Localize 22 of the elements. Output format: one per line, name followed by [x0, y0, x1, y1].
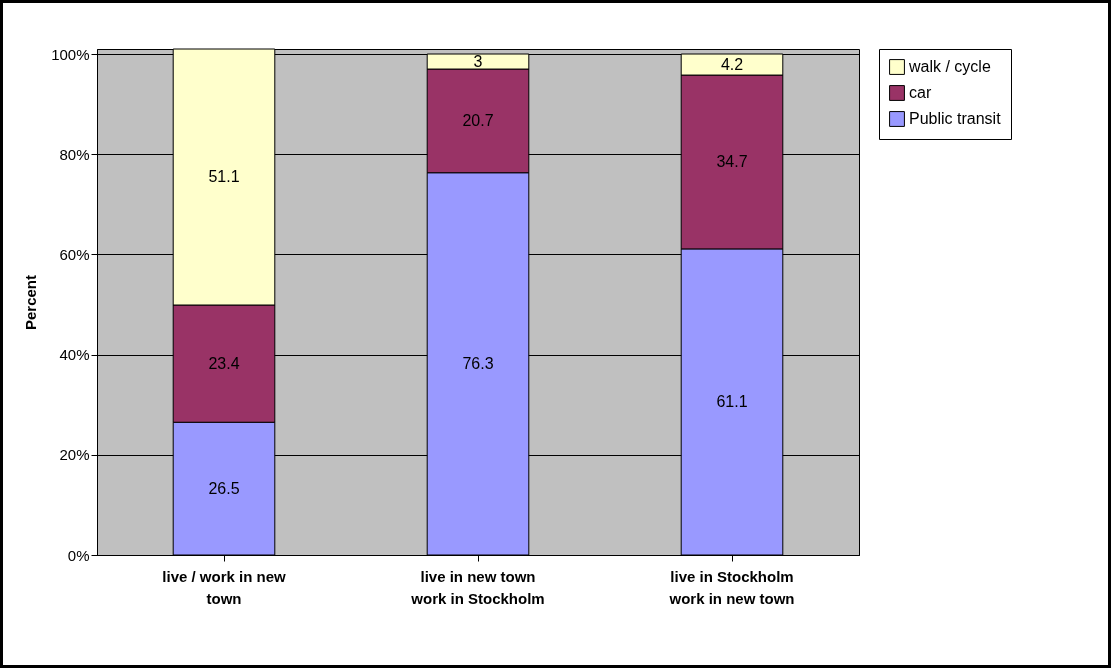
- data-label: 20.7: [462, 111, 494, 129]
- y-tick-label: 80%: [59, 145, 90, 163]
- y-tick-label: 0%: [67, 546, 90, 564]
- data-label: 26.5: [208, 479, 240, 497]
- data-label: 34.7: [716, 152, 748, 170]
- x-tick-label: live in new town work in Stockholm: [410, 567, 545, 607]
- x-tick-label: live in Stockholm work in new town: [668, 567, 795, 607]
- y-tick-label: 40%: [59, 346, 90, 364]
- legend-label: car: [909, 84, 932, 101]
- x-tick-label: live / work in new town: [162, 567, 287, 607]
- data-label: 61.1: [716, 392, 748, 410]
- y-tick-label: 100%: [51, 45, 90, 63]
- legend-label: walk / cycle: [908, 58, 991, 75]
- y-tick-label: 60%: [59, 245, 90, 263]
- y-tick-label: 20%: [59, 446, 90, 464]
- data-label: 4.2: [720, 55, 744, 73]
- y-axis-title: Percent: [22, 274, 40, 331]
- legend-label: Public transit: [909, 110, 1002, 127]
- data-label: 23.4: [208, 354, 240, 372]
- data-label: 76.3: [462, 354, 494, 372]
- data-label: 3: [473, 52, 483, 70]
- data-label: 51.1: [208, 168, 240, 185]
